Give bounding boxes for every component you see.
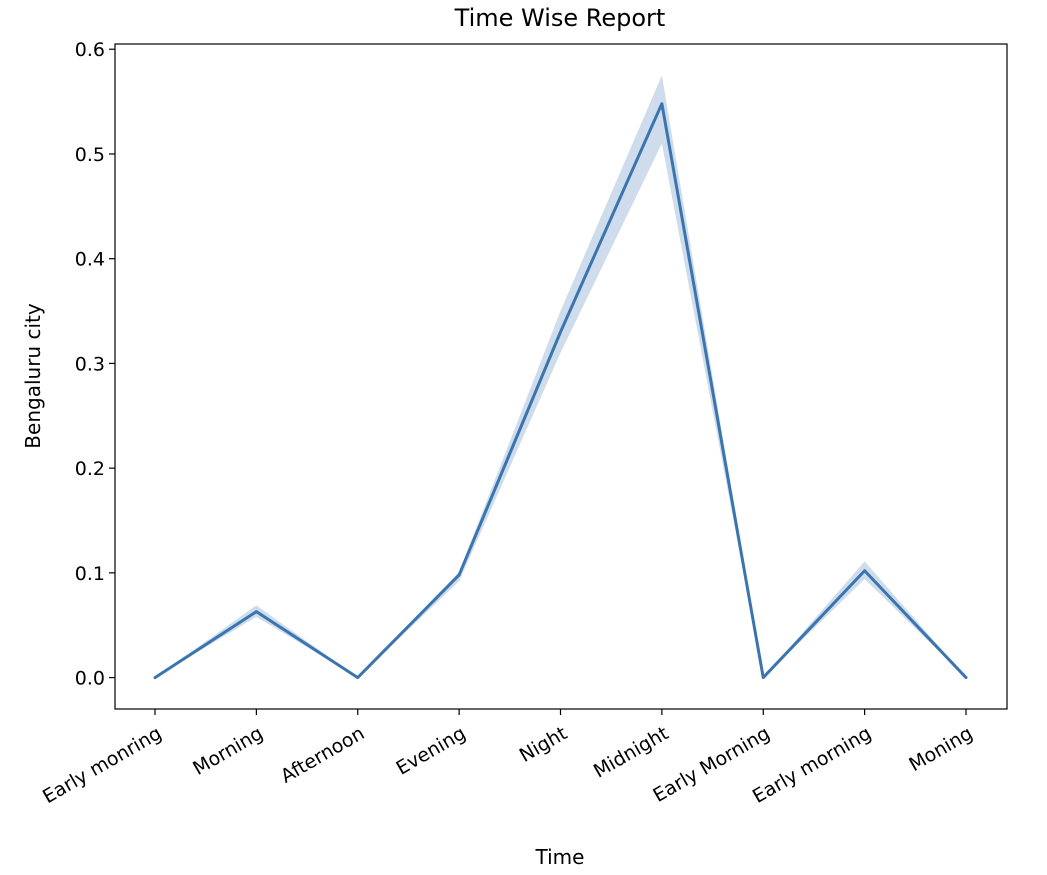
y-tick-label: 0.5 bbox=[75, 144, 105, 166]
y-tick-label: 0.6 bbox=[75, 39, 105, 61]
y-axis-label: Bengaluru city bbox=[21, 303, 45, 449]
series-line-0 bbox=[153, 102, 968, 680]
x-tick-label: Evening bbox=[392, 722, 469, 779]
x-axis: Early monring Morning Afternoon Evening Nigh… bbox=[39, 709, 977, 808]
y-tick-label: 0.0 bbox=[75, 668, 105, 690]
y-tick-label: 0.3 bbox=[75, 353, 105, 375]
chart-title: Time Wise Report bbox=[454, 4, 666, 32]
y-axis: 0.0 0.1 0.2 0.3 0.4 0.5 0.6 bbox=[75, 39, 115, 690]
x-tick-label: Midnight bbox=[590, 722, 673, 782]
x-tick-label: Afternoon bbox=[277, 722, 368, 787]
x-tick-label: Moning bbox=[905, 722, 976, 776]
confidence-band-layer bbox=[155, 75, 966, 678]
y-tick-label: 0.1 bbox=[75, 563, 105, 585]
confidence-band-0 bbox=[155, 75, 966, 678]
series-line-layer bbox=[153, 102, 968, 680]
x-axis-label: Time bbox=[535, 845, 585, 869]
plot-frame bbox=[114, 43, 1008, 710]
x-tick-label: Night bbox=[516, 722, 571, 767]
y-tick-label: 0.2 bbox=[75, 458, 105, 480]
y-tick-label: 0.4 bbox=[75, 249, 105, 271]
x-tick-label: Early monring bbox=[39, 722, 166, 808]
x-tick-label: Morning bbox=[189, 722, 267, 780]
